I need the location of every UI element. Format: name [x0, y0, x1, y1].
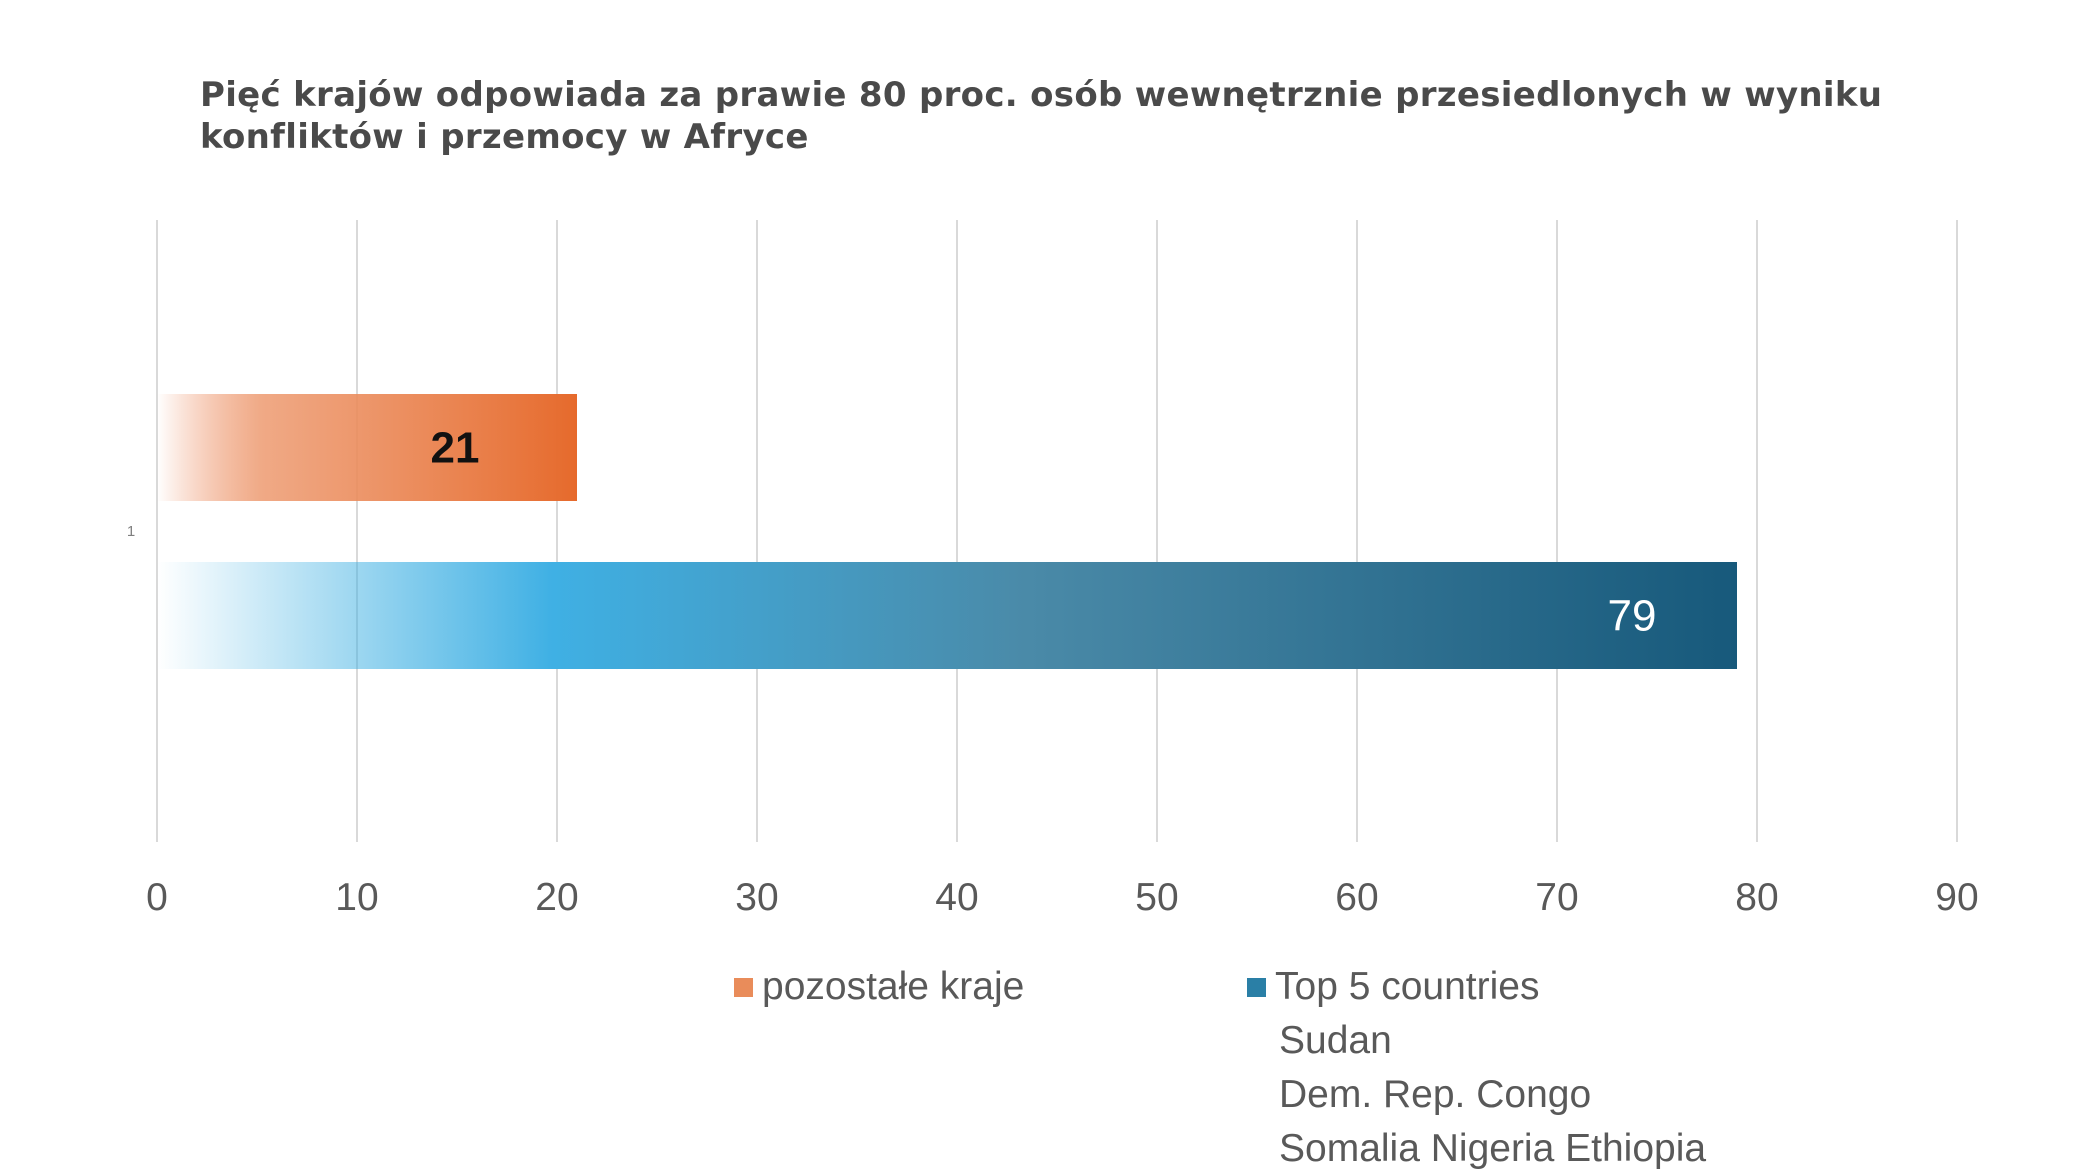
data-labels: 21 79 — [431, 424, 1657, 641]
x-axis-ticks: 0 10 20 30 40 50 60 70 80 90 — [146, 876, 1979, 919]
data-label: 79 — [1608, 592, 1657, 641]
legend-label-line: Dem. Rep. Congo — [1279, 1073, 1592, 1116]
legend-label: Top 5 countries — [1275, 965, 1540, 1008]
bar-top-5-countries — [157, 562, 1737, 669]
x-tick-label: 10 — [335, 876, 378, 919]
category-label: 1 — [127, 523, 135, 540]
chart-title: Pięć krajów odpowiada za prawie 80 proc.… — [200, 75, 1883, 157]
bars — [157, 394, 1737, 669]
bar-pozostale-kraje — [157, 394, 577, 501]
x-tick-label: 20 — [535, 876, 578, 919]
x-tick-label: 40 — [935, 876, 978, 919]
legend-label-line: Somalia Nigeria Ethiopia — [1279, 1127, 1707, 1170]
gridlines — [156, 220, 1958, 842]
x-tick-label: 90 — [1935, 876, 1978, 919]
x-tick-label: 30 — [735, 876, 778, 919]
x-tick-label: 50 — [1135, 876, 1178, 919]
legend-label: pozostałe kraje — [762, 965, 1025, 1008]
data-label: 21 — [431, 424, 480, 473]
legend-label-line: Sudan — [1279, 1019, 1392, 1062]
x-tick-label: 60 — [1335, 876, 1378, 919]
x-tick-label: 80 — [1735, 876, 1778, 919]
legend-swatch-orange — [734, 978, 753, 997]
x-tick-label: 70 — [1535, 876, 1578, 919]
legend-swatch-blue — [1247, 978, 1266, 997]
legend-item-pozostale-kraje: pozostałe kraje — [734, 960, 1024, 1014]
x-tick-label: 0 — [146, 876, 168, 919]
legend-item-top-5-countries: Top 5 countries Sudan Dem. Rep. Congo So… — [1247, 960, 1706, 1176]
